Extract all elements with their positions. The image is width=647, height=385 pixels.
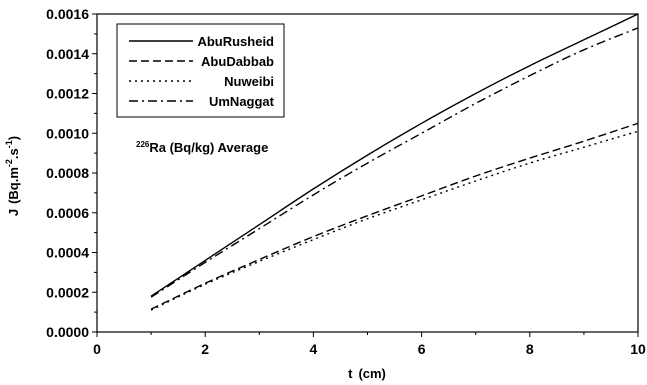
series-line-aburusheid [150,13,639,297]
y-tick-label: 0.0006 [46,205,89,221]
legend: AbuRusheid AbuDabbab Nuweibi UmNaggat [116,23,285,118]
y-tick-label: 0.0008 [46,165,89,181]
y-tick-label: 0.0012 [46,86,89,102]
y-axis-title-mid: .s [6,148,21,159]
legend-label-nuweibi: Nuweibi [224,74,274,89]
y-tick-label: 0.0016 [46,6,89,22]
x-tick-label: 8 [526,341,534,357]
y-axis-title-exp1: -2 [4,159,14,167]
y-axis-title-main: J [6,209,21,216]
series-line-abudabbab [150,122,639,310]
y-axis-title-unit: (Bq.m [6,167,21,204]
y-tick-label: 0.0002 [46,284,89,300]
legend-label-abudabbab: AbuDabbab [201,54,274,69]
x-tick-label: 10 [630,341,646,357]
annotation-sup: 226 [136,140,150,149]
x-tick-label: 4 [310,341,318,357]
legend-box [116,23,285,118]
annotation: 226Ra (Bq/kg) Average [136,140,268,155]
y-axis-title-exp2: -1 [4,140,14,148]
x-axis-title-main: t [348,366,353,381]
legend-label-umnaggat: UmNaggat [209,94,275,109]
y-axis-title-close: ) [6,136,21,140]
series-line-nuweibi [150,130,639,311]
series-line-umnaggat [150,27,639,298]
legend-label-aburusheid: AbuRusheid [197,34,274,49]
y-tick-label: 0.0000 [46,324,89,340]
x-axis-title-unit: (cm) [358,366,385,381]
x-tick-label: 2 [201,341,209,357]
y-tick-label: 0.0004 [46,245,89,261]
x-tick-label: 6 [418,341,426,357]
y-tick-label: 0.0010 [46,125,89,141]
x-tick-label: 0 [93,341,101,357]
y-tick-label: 0.0014 [46,46,89,62]
y-axis-title: J (Bq.m-2.s-1) [4,136,21,216]
x-axis-title: t (cm) [348,366,386,381]
annotation-text: Ra (Bq/kg) Average [149,140,268,155]
